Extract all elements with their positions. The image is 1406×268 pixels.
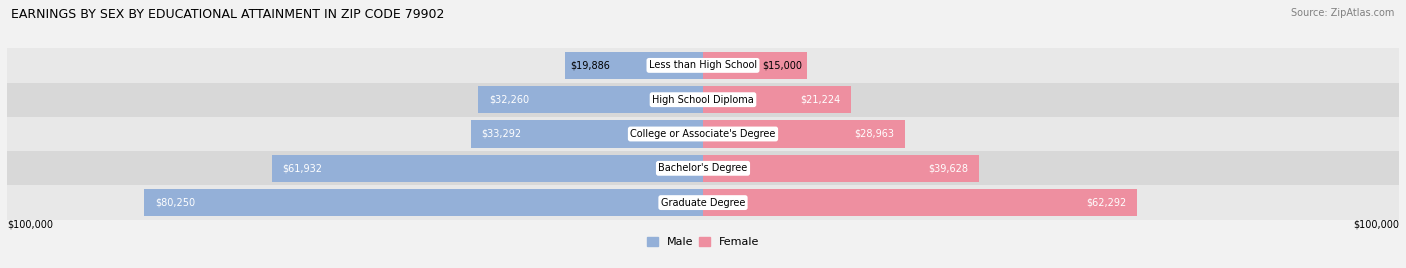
Bar: [145, 189, 703, 216]
Text: $61,932: $61,932: [283, 163, 322, 173]
Text: College or Associate's Degree: College or Associate's Degree: [630, 129, 776, 139]
Text: $21,224: $21,224: [800, 95, 841, 105]
Text: Less than High School: Less than High School: [650, 60, 756, 70]
Bar: [7, 185, 1399, 220]
Text: EARNINGS BY SEX BY EDUCATIONAL ATTAINMENT IN ZIP CODE 79902: EARNINGS BY SEX BY EDUCATIONAL ATTAINMEN…: [11, 8, 444, 21]
Text: Graduate Degree: Graduate Degree: [661, 198, 745, 208]
Bar: [703, 155, 979, 182]
Bar: [7, 117, 1399, 151]
Bar: [7, 83, 1399, 117]
Bar: [271, 155, 703, 182]
Text: Source: ZipAtlas.com: Source: ZipAtlas.com: [1291, 8, 1395, 18]
Text: $39,628: $39,628: [928, 163, 969, 173]
Text: $100,000: $100,000: [1353, 220, 1399, 230]
Legend: Male, Female: Male, Female: [643, 233, 763, 252]
Bar: [478, 86, 703, 113]
Text: $32,260: $32,260: [489, 95, 529, 105]
Bar: [7, 48, 1399, 83]
Text: $33,292: $33,292: [482, 129, 522, 139]
Text: Bachelor's Degree: Bachelor's Degree: [658, 163, 748, 173]
Text: $100,000: $100,000: [7, 220, 53, 230]
Bar: [703, 189, 1136, 216]
Text: $19,886: $19,886: [571, 60, 610, 70]
Bar: [471, 120, 703, 148]
Bar: [565, 52, 703, 79]
Bar: [7, 151, 1399, 185]
Text: $28,963: $28,963: [853, 129, 894, 139]
Text: High School Diploma: High School Diploma: [652, 95, 754, 105]
Text: $80,250: $80,250: [155, 198, 195, 208]
Bar: [703, 120, 904, 148]
Bar: [703, 52, 807, 79]
Text: $15,000: $15,000: [762, 60, 801, 70]
Text: $62,292: $62,292: [1085, 198, 1126, 208]
Bar: [703, 86, 851, 113]
